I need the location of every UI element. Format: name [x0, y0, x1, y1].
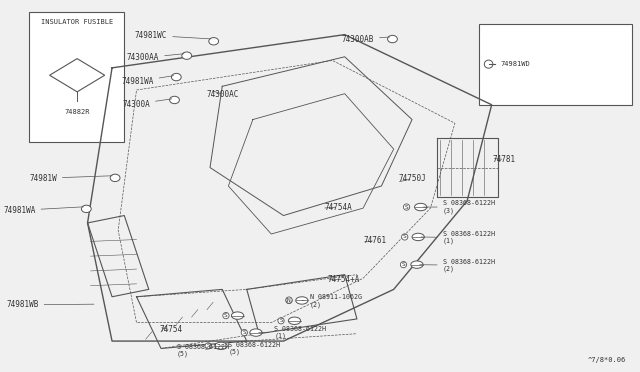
Ellipse shape	[182, 52, 191, 60]
Text: N: N	[287, 298, 291, 302]
Circle shape	[232, 312, 244, 319]
Text: 74300AB: 74300AB	[342, 35, 390, 44]
Text: 74750J: 74750J	[399, 174, 426, 183]
Text: S: S	[279, 318, 283, 323]
Ellipse shape	[172, 73, 181, 81]
Ellipse shape	[170, 96, 179, 104]
Circle shape	[215, 342, 227, 350]
Text: S 08368-6122H
(5): S 08368-6122H (5)	[177, 344, 229, 357]
Text: 74300AA: 74300AA	[127, 53, 184, 62]
Text: S: S	[243, 330, 246, 335]
Text: 74754: 74754	[159, 326, 182, 334]
Circle shape	[411, 261, 423, 268]
Text: S: S	[224, 313, 228, 318]
Text: 74761: 74761	[364, 236, 387, 245]
Text: N 08911-1062G
(2): N 08911-1062G (2)	[302, 295, 362, 308]
Text: 74981WA: 74981WA	[3, 206, 84, 215]
Text: S 08368-6122H
(5): S 08368-6122H (5)	[221, 342, 280, 355]
Ellipse shape	[110, 174, 120, 182]
Text: S: S	[287, 298, 291, 303]
Circle shape	[415, 203, 427, 211]
Text: S: S	[402, 262, 405, 267]
Text: ^7/8*0.06: ^7/8*0.06	[588, 357, 627, 363]
Polygon shape	[49, 59, 105, 92]
Ellipse shape	[484, 60, 493, 68]
Text: 74300A: 74300A	[122, 99, 172, 109]
Text: 74781: 74781	[493, 155, 516, 164]
Bar	[479, 23, 632, 105]
Circle shape	[250, 329, 262, 336]
Text: S 08368-6122H
(3): S 08368-6122H (3)	[424, 200, 495, 214]
Text: S: S	[206, 343, 210, 348]
Text: 74981W: 74981W	[29, 174, 113, 183]
Ellipse shape	[388, 35, 397, 43]
Text: 74981WD: 74981WD	[501, 61, 531, 67]
Text: S: S	[403, 234, 406, 240]
Text: 74981WA: 74981WA	[122, 76, 173, 86]
Circle shape	[289, 317, 301, 324]
Ellipse shape	[209, 38, 219, 45]
Text: 74754+A: 74754+A	[328, 275, 360, 284]
Bar	[29, 13, 124, 142]
Text: S 08368-6122H
(1): S 08368-6122H (1)	[259, 326, 326, 339]
Text: INSULATOR FUSIBLE: INSULATOR FUSIBLE	[41, 19, 113, 25]
Ellipse shape	[81, 205, 92, 212]
Text: 74981WB: 74981WB	[6, 300, 94, 310]
Text: 74882R: 74882R	[65, 109, 90, 115]
Text: S 08368-6122H
(2): S 08368-6122H (2)	[420, 259, 495, 272]
Text: S 08368-6122H
(1): S 08368-6122H (1)	[421, 231, 495, 244]
Text: 74754A: 74754A	[324, 202, 352, 212]
Circle shape	[296, 297, 308, 304]
Circle shape	[412, 233, 424, 241]
Text: 74981WC: 74981WC	[135, 31, 211, 40]
Text: S: S	[404, 205, 408, 209]
Text: 74300AC: 74300AC	[207, 90, 239, 99]
